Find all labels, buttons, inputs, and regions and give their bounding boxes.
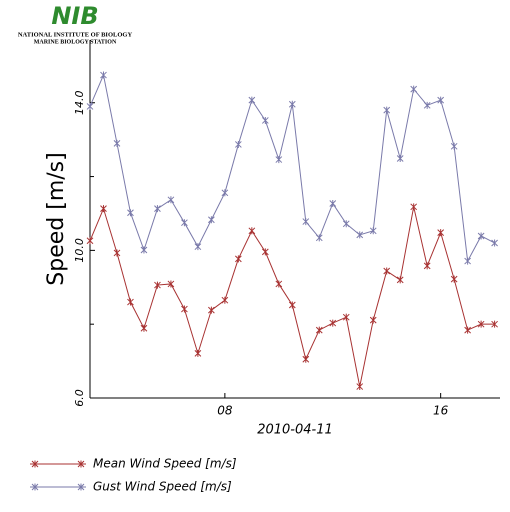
point [491, 320, 498, 328]
point [464, 326, 471, 334]
point [275, 156, 283, 164]
point [140, 246, 148, 254]
point [450, 275, 458, 283]
legend-marker [31, 483, 39, 491]
point [437, 96, 445, 104]
point [342, 313, 350, 321]
point [315, 234, 323, 242]
point [477, 232, 485, 240]
point [275, 280, 283, 288]
legend-marker [77, 483, 85, 491]
point [194, 349, 202, 357]
point [235, 140, 242, 148]
point [208, 306, 215, 314]
point [410, 203, 418, 211]
point [181, 305, 188, 313]
point [235, 255, 242, 263]
point [208, 216, 215, 224]
point [383, 267, 391, 275]
point [302, 218, 310, 226]
point [248, 227, 256, 235]
point [491, 239, 498, 247]
legend-marker [31, 460, 39, 468]
y-tick-label: 14.0 [73, 90, 86, 115]
point [356, 231, 364, 239]
point [181, 219, 188, 227]
point [450, 142, 458, 150]
point [221, 189, 229, 197]
logo-line2: MARINE BIOLOGY STATION [34, 39, 117, 45]
point [369, 316, 377, 324]
point [140, 324, 148, 332]
point [315, 326, 323, 334]
point [477, 320, 485, 328]
logo-line1: NATIONAL INSTITUTE OF BIOLOGY [18, 31, 133, 38]
point [154, 281, 161, 289]
point [396, 154, 404, 162]
point [86, 102, 94, 110]
y-tick-label: 10.0 [73, 238, 86, 263]
point [113, 249, 121, 257]
point [100, 205, 107, 213]
point [288, 301, 296, 309]
point [396, 276, 404, 284]
point [167, 280, 175, 288]
point [423, 101, 431, 109]
point [261, 248, 269, 256]
legend-label: Gust Wind Speed [m/s] [93, 480, 232, 494]
point [127, 298, 134, 306]
point [288, 100, 296, 108]
point [194, 243, 202, 251]
point [383, 106, 391, 114]
point [154, 205, 161, 213]
point [100, 71, 107, 79]
point [329, 319, 337, 327]
x-tick-label: 08 [217, 404, 233, 418]
y-tick-label: 6.0 [73, 389, 86, 407]
point [127, 209, 134, 217]
logo: NIB [51, 2, 98, 30]
point [437, 229, 445, 237]
point [261, 116, 269, 124]
point [342, 220, 350, 228]
point [369, 227, 377, 235]
legend-marker [77, 460, 85, 468]
series-line [89, 206, 495, 387]
point [464, 257, 471, 265]
y-axis-label: Speed [m/s] [44, 152, 69, 285]
x-tick-label: 16 [433, 404, 449, 418]
point [167, 196, 175, 204]
point [356, 383, 364, 391]
point [86, 237, 94, 245]
point [221, 296, 229, 304]
point [423, 262, 431, 270]
point [113, 139, 121, 147]
x-axis-label: 2010-04-11 [257, 423, 333, 438]
point [248, 96, 256, 104]
legend-label: Mean Wind Speed [m/s] [93, 457, 237, 471]
point [302, 355, 310, 363]
point [329, 199, 337, 207]
point [410, 85, 418, 93]
